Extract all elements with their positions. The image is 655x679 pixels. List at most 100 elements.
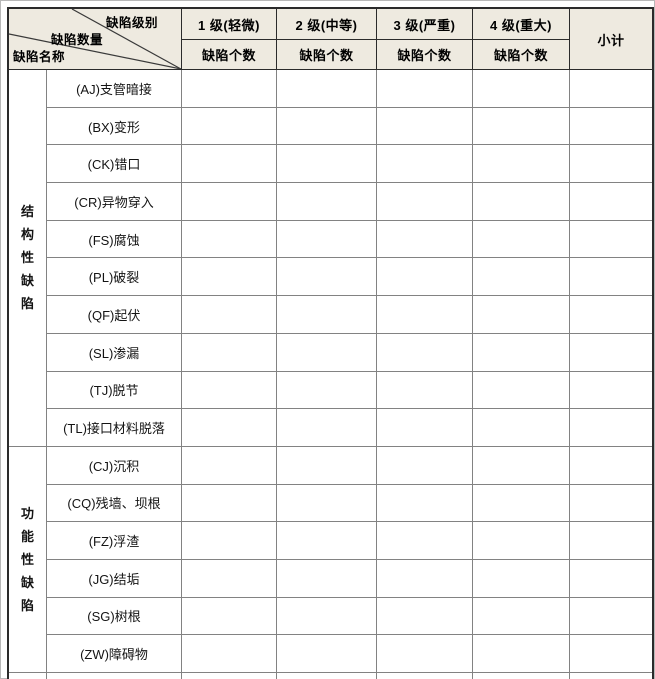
count-cell — [377, 522, 473, 560]
count-cell — [377, 484, 473, 523]
defect-name: (FZ)浮渣 — [47, 522, 182, 560]
count-cell — [473, 258, 570, 297]
defect-statistics-table: 缺陷级别 缺陷数量 缺陷名称 1 级(轻微) 2 级(中等) 3 级(严重) 4… — [7, 7, 654, 679]
count-cell — [473, 145, 570, 184]
count-cell — [277, 559, 377, 598]
count-cell — [182, 333, 277, 372]
count-cell — [277, 183, 377, 221]
table-section-structural: 结构性缺陷 (AJ)支管暗接 (BX)变形 (CK)错口 (CR)异物穿入 (FS)腐蚀(… — [9, 70, 652, 447]
count-cell — [473, 559, 570, 598]
count-cell — [182, 559, 277, 598]
defect-name: (SL)渗漏 — [47, 333, 182, 372]
count-cell — [277, 446, 377, 485]
count-cell — [377, 635, 473, 673]
count-cell — [182, 371, 277, 410]
defect-name: (CK)错口 — [47, 145, 182, 184]
defect-name: (CR)异物穿入 — [47, 183, 182, 221]
count-cell — [277, 371, 377, 410]
subtotal-cell — [570, 220, 652, 259]
count-cell — [277, 484, 377, 523]
count-cell — [277, 522, 377, 560]
count-cell — [182, 107, 277, 146]
diagonal-divider-lines — [9, 9, 181, 69]
defect-name: (AJ)支管暗接 — [47, 70, 182, 108]
defect-name: (BX)变形 — [47, 107, 182, 146]
count-cell — [473, 333, 570, 372]
count-cell — [182, 145, 277, 184]
count-cell — [377, 597, 473, 636]
count-cell — [182, 484, 277, 523]
group-label: 功能性缺陷 — [9, 446, 47, 673]
count-cell — [377, 371, 473, 410]
subtotal-cell — [570, 371, 652, 410]
defect-name: (SG)树根 — [47, 597, 182, 636]
level-3-header: 3 级(严重) — [377, 9, 473, 40]
subtotal-cell — [570, 296, 652, 334]
table-section-functional: 功能性缺陷 (CJ)沉积 (CQ)残墙、坝根 (FZ)浮渣 (JG)结垢 (SG)树根 (Z… — [9, 446, 652, 673]
count-cell — [473, 484, 570, 523]
count-cell — [377, 183, 473, 221]
count-cell — [182, 522, 277, 560]
subtotal-cell — [570, 409, 652, 447]
count-cell — [182, 409, 277, 447]
subtotal-header: 小计 — [570, 9, 652, 70]
count-cell — [182, 296, 277, 334]
count-cell — [473, 183, 570, 221]
count-cell — [277, 258, 377, 297]
count-cell — [182, 258, 277, 297]
count-cell — [277, 107, 377, 146]
count-subheader-1: 缺陷个数 — [182, 40, 277, 70]
count-cell — [277, 220, 377, 259]
count-cell — [377, 107, 473, 146]
defect-name: (CQ)残墙、坝根 — [47, 484, 182, 523]
defect-name: (JG)结垢 — [47, 559, 182, 598]
count-cell — [377, 220, 473, 259]
count-cell — [277, 409, 377, 447]
corner-name-label: 缺陷名称 — [13, 50, 66, 64]
group-label: 结构性缺陷 — [9, 70, 47, 447]
defect-name: (QF)起伏 — [47, 296, 182, 334]
count-cell — [473, 409, 570, 447]
clipped-cell — [377, 673, 473, 679]
count-cell — [473, 296, 570, 334]
count-cell — [277, 70, 377, 108]
subtotal-cell — [570, 635, 652, 673]
subtotal-cell — [570, 258, 652, 297]
count-cell — [377, 333, 473, 372]
count-cell — [182, 220, 277, 259]
clipped-cell — [9, 673, 47, 679]
count-cell — [277, 597, 377, 636]
subtotal-cell — [570, 70, 652, 108]
count-cell — [182, 70, 277, 108]
subtotal-cell — [570, 446, 652, 485]
count-cell — [182, 446, 277, 485]
clipped-cell — [473, 673, 570, 679]
count-cell — [377, 559, 473, 598]
count-cell — [377, 145, 473, 184]
count-subheader-3: 缺陷个数 — [377, 40, 473, 70]
count-cell — [473, 107, 570, 146]
table-header: 缺陷级别 缺陷数量 缺陷名称 1 级(轻微) 2 级(中等) 3 级(严重) 4… — [9, 9, 652, 70]
subtotal-cell — [570, 183, 652, 221]
level-1-header: 1 级(轻微) — [182, 9, 277, 40]
subtotal-cell — [570, 522, 652, 560]
count-cell — [377, 296, 473, 334]
defect-name: (ZW)障碍物 — [47, 635, 182, 673]
count-subheader-2: 缺陷个数 — [277, 40, 377, 70]
count-cell — [377, 70, 473, 108]
count-cell — [277, 145, 377, 184]
subtotal-cell — [570, 145, 652, 184]
count-cell — [377, 409, 473, 447]
count-cell — [277, 635, 377, 673]
subtotal-cell — [570, 333, 652, 372]
subtotal-cell — [570, 559, 652, 598]
subtotal-cell — [570, 597, 652, 636]
defect-name: (TJ)脱节 — [47, 371, 182, 410]
level-4-header: 4 级(重大) — [473, 9, 570, 40]
count-cell — [473, 220, 570, 259]
level-2-header: 2 级(中等) — [277, 9, 377, 40]
defect-name: (FS)腐蚀 — [47, 220, 182, 259]
defect-name: (PL)破裂 — [47, 258, 182, 297]
table-body: 结构性缺陷 (AJ)支管暗接 (BX)变形 (CK)错口 (CR)异物穿入 (FS)腐蚀(… — [9, 70, 652, 673]
